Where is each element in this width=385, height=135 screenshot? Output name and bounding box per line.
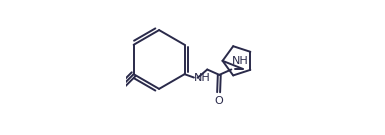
Text: NH: NH	[232, 56, 249, 66]
Text: NH: NH	[194, 73, 211, 83]
Text: O: O	[214, 96, 223, 106]
